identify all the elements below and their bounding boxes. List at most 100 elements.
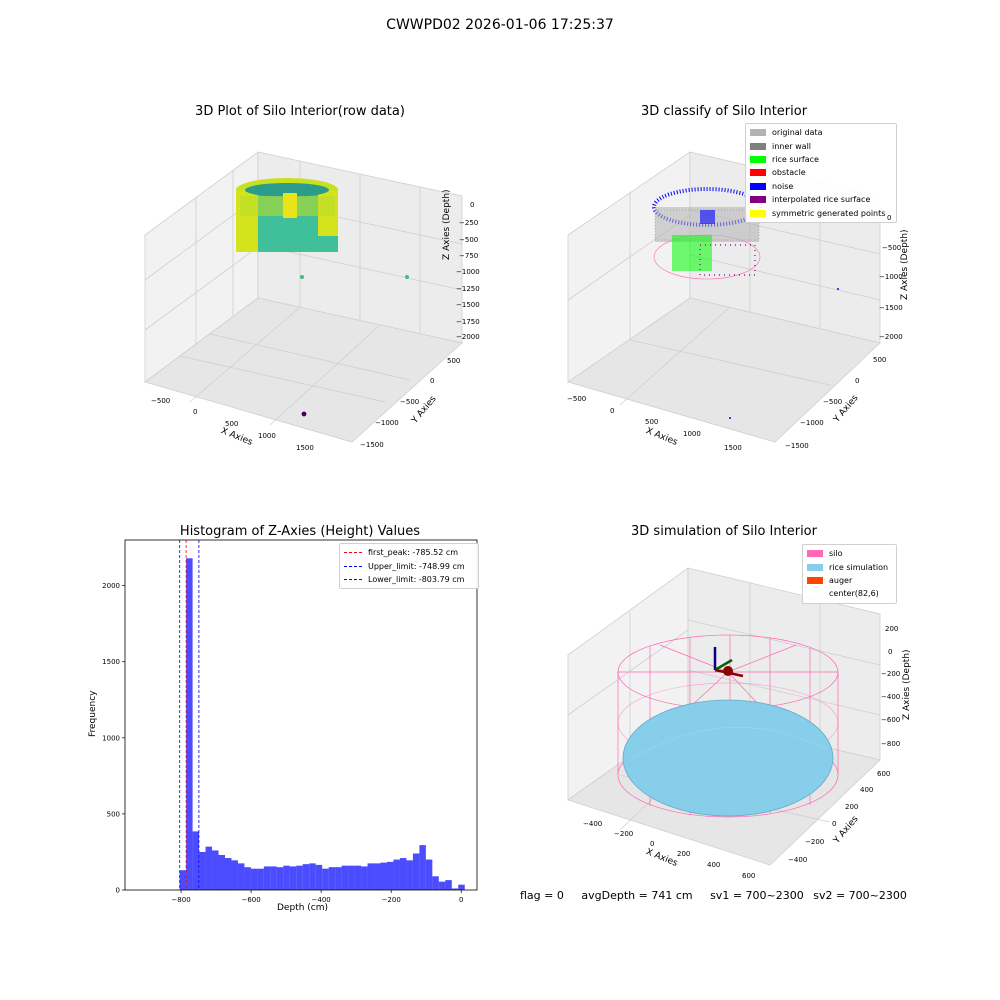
p2-ytick: −500: [823, 398, 843, 406]
histogram-bar: [263, 866, 271, 890]
p1-ztick: −1750: [456, 318, 480, 326]
p4-legend: silo rice simulation auger center(82,6): [802, 544, 897, 604]
legend-entry: inner wall: [750, 139, 892, 152]
sv1-text: sv1 = 700~2300: [710, 889, 804, 902]
histogram-bar: [244, 867, 251, 890]
histogram-bar: [179, 870, 187, 890]
histogram-bar: [458, 884, 465, 890]
sv2-text: sv2 = 700~2300: [813, 889, 907, 902]
p4-xtick: 600: [742, 872, 756, 880]
panel2-title: 3D classify of Silo Interior: [640, 104, 808, 119]
p1-xtick: 0: [193, 408, 198, 416]
histogram-bar: [451, 888, 459, 890]
p4-xtick: 0: [650, 840, 655, 848]
p2-ztick: −500: [882, 244, 902, 252]
histogram-bar: [354, 865, 362, 890]
p3-legend: first_peak: -785.52 cm Upper_limit: -748…: [339, 543, 479, 590]
histogram-bar: [296, 865, 303, 890]
p1-ytick: −500: [400, 398, 420, 406]
histogram-bar: [348, 865, 355, 890]
p4-xtick: 200: [677, 850, 691, 858]
y-tick-label: 500: [107, 810, 120, 818]
p2-ztick: −1000: [879, 273, 903, 281]
p1-ztick: −750: [459, 252, 479, 260]
histogram-bar: [289, 866, 297, 890]
histogram-bar: [419, 845, 426, 890]
p4-ytick: 200: [845, 803, 859, 811]
legend-label: interpolated rice surface: [772, 195, 871, 205]
legend-entry: first_peak: -785.52 cm: [344, 546, 474, 559]
p1-xtick: 500: [225, 420, 239, 428]
histogram-bar: [186, 558, 193, 890]
p1-ytick: −1000: [375, 419, 399, 427]
histogram-bar: [406, 860, 413, 890]
p1-xtick: 1500: [296, 444, 314, 452]
p4-ztick: −200: [881, 670, 901, 678]
histogram-bar: [399, 858, 407, 890]
p1-ytick: 500: [447, 357, 461, 365]
p4-zlabel: Z Axies (Depth): [902, 649, 912, 720]
p3-xlabel: Depth (cm): [277, 903, 329, 913]
legend-entry: rice simulation: [807, 560, 892, 573]
histogram-bar: [315, 864, 323, 890]
histogram-bar: [205, 846, 213, 890]
p2-legend: original data inner wall rice surface ob…: [745, 123, 897, 223]
histogram-frame: [124, 539, 478, 891]
p4-ztick: −800: [881, 740, 901, 748]
p2-ytick: 0: [855, 377, 860, 385]
p1-ztick: 0: [470, 201, 475, 209]
panel1-title: 3D Plot of Silo Interior(row data): [195, 104, 405, 119]
rice-simulation-surface: [622, 699, 834, 817]
legend-label: Lower_limit: -803.79 cm: [368, 574, 465, 584]
legend-entry: silo: [807, 547, 892, 560]
histogram-bar: [438, 881, 446, 890]
legend-entry: center(82,6): [807, 587, 892, 600]
flag-text: flag = 0: [520, 889, 564, 902]
y-tick-label: 0: [116, 887, 120, 895]
histogram-bar: [412, 853, 420, 890]
p4-ytick: 400: [860, 786, 874, 794]
p1-ztick: −250: [459, 219, 479, 227]
p2-ztick: −1500: [879, 304, 903, 312]
y-tick-label: 2000: [102, 582, 120, 590]
legend-entry: Lower_limit: -803.79 cm: [344, 573, 474, 586]
legend-label: center(82,6): [829, 589, 879, 599]
histogram-bar: [367, 863, 375, 890]
p2-ytick: −1500: [785, 442, 809, 450]
figure-title: CWWPD02 2026-01-06 17:25:37: [386, 17, 614, 33]
histogram-bar: [341, 865, 349, 890]
p4-ytick: 0: [832, 820, 837, 828]
legend-entry: interpolated rice surface: [750, 193, 892, 206]
p2-xtick: −500: [567, 395, 587, 403]
histogram-bar: [212, 850, 219, 890]
p4-ztick: 0: [888, 648, 893, 656]
histogram-bar: [445, 880, 452, 890]
p4-ztick: 200: [885, 625, 899, 633]
histogram-bar: [393, 859, 400, 890]
histogram-bar: [386, 861, 394, 890]
histogram-bar: [237, 863, 245, 890]
p4-xtick: −200: [614, 830, 634, 838]
p1-ztick: −2000: [456, 333, 480, 341]
p2-xtick: 500: [645, 418, 659, 426]
x-tick-label: −200: [382, 896, 401, 904]
legend-entry: auger: [807, 574, 892, 587]
p2-xtick: 0: [610, 407, 615, 415]
legend-label: rice surface: [772, 154, 819, 164]
p1-xtick: 1000: [258, 432, 276, 440]
histogram-bar: [361, 866, 368, 890]
p2-ztick: 0: [887, 214, 892, 222]
p4-xtick: −400: [583, 820, 603, 828]
histogram-bar: [302, 864, 310, 890]
status-line: flag = 0 avgDepth = 741 cm sv1 = 700~230…: [520, 889, 907, 902]
p4-ztick: −400: [881, 693, 901, 701]
legend-label: symmetric generated points: [772, 208, 886, 218]
legend-entry: noise: [750, 180, 892, 193]
p4-ytick: −400: [788, 856, 808, 864]
legend-entry: Upper_limit: -748.99 cm: [344, 559, 474, 572]
histogram-bar: [328, 867, 336, 890]
p1-ztick: −1500: [456, 301, 480, 309]
histogram-bar: [309, 863, 316, 890]
x-tick-label: −600: [241, 896, 260, 904]
